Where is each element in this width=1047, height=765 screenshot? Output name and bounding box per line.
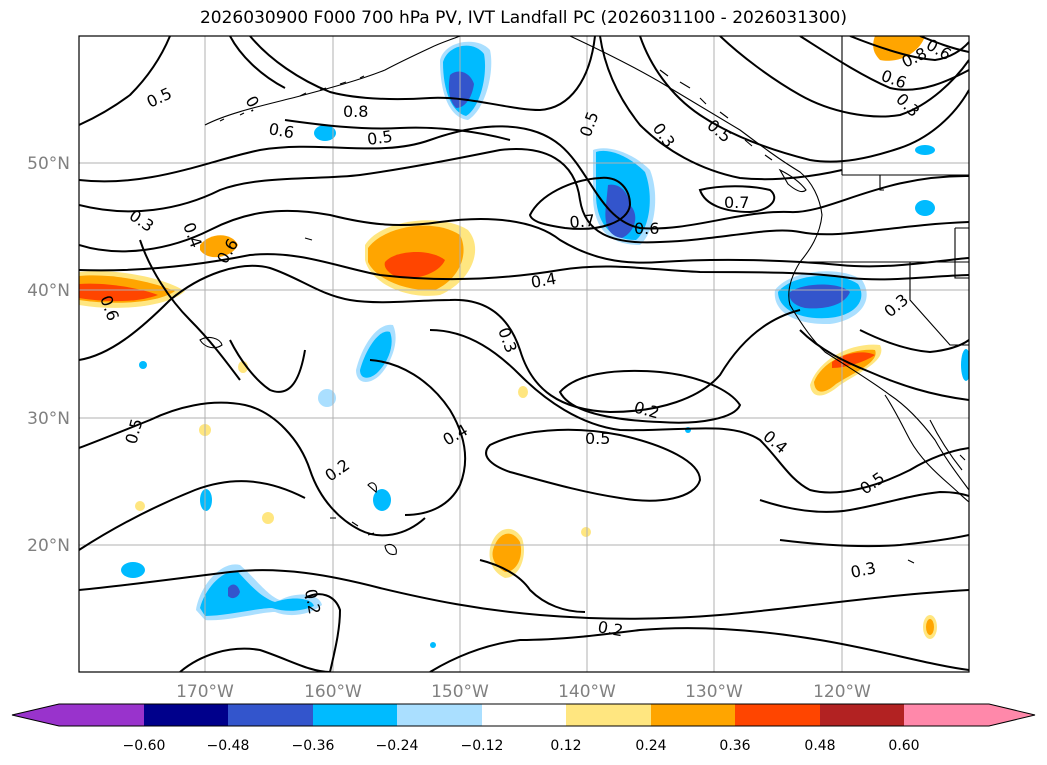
- contour-label: 0.5: [366, 127, 394, 149]
- positive-anomaly-top-right: [873, 36, 925, 61]
- colorbar-tick: −0.60: [123, 738, 166, 754]
- colorbar-bin: [735, 704, 820, 726]
- negative-anomaly-southwest: [196, 564, 322, 621]
- contour-label: 0.6: [267, 119, 295, 142]
- colorbar-tick: 0.24: [635, 738, 666, 754]
- colorbar-bin: [397, 704, 482, 726]
- colorbar-tick: −0.12: [461, 738, 504, 754]
- lat-label: 40°N: [27, 281, 70, 301]
- contour-label: 0.7: [724, 193, 749, 212]
- lon-label: 160°W: [304, 682, 362, 702]
- longitude-axis: 170°W 160°W 150°W 140°W 130°W 120°W: [176, 682, 871, 702]
- colorbar-bin: [482, 704, 566, 726]
- lon-label: 170°W: [176, 682, 234, 702]
- negative-anomaly-hawaii-north: [356, 324, 396, 382]
- contour-label: 0.3: [849, 558, 878, 582]
- lon-label: 150°W: [431, 682, 489, 702]
- pv-contours: [79, 36, 969, 672]
- colorbar-tick: 0.60: [888, 738, 919, 754]
- contour-label: 0.2: [301, 587, 324, 615]
- latitude-axis: 50°N 40°N 30°N 20°N: [27, 154, 70, 556]
- colorbar-bin: [904, 704, 989, 726]
- colorbar: −0.60 −0.48 −0.36 −0.24 −0.12 0.12 0.24 …: [11, 703, 1036, 754]
- lon-label: 140°W: [558, 682, 616, 702]
- lat-label: 50°N: [27, 154, 70, 174]
- colorbar-bin: [313, 704, 397, 726]
- colorbar-tick: 0.48: [804, 738, 835, 754]
- lat-label: 30°N: [27, 409, 70, 429]
- colorbar-tick: −0.24: [376, 738, 419, 754]
- colorbar-bin: [144, 704, 228, 726]
- contour-label: 0.6: [634, 219, 659, 238]
- negative-anomaly-north-central: [440, 41, 492, 120]
- coastlines: [199, 36, 969, 564]
- colorbar-tick: 0.12: [550, 738, 581, 754]
- map-frame: [78, 35, 970, 673]
- contour-label: 0.8: [343, 102, 368, 121]
- lon-label: 120°W: [813, 682, 871, 702]
- colorbar-tick: 0.36: [719, 738, 750, 754]
- colorbar-bin: [59, 704, 144, 726]
- colorbar-outline: [11, 703, 1036, 727]
- graticule: [79, 36, 969, 672]
- map-title: 2026030900 F000 700 hPa PV, IVT Landfall…: [199, 8, 847, 28]
- colorbar-tick: −0.48: [207, 738, 250, 754]
- colorbar-bin: [820, 704, 904, 726]
- contour-label: 0.2: [596, 617, 624, 640]
- colorbar-bin: [228, 704, 313, 726]
- contour-label: 0.4: [529, 269, 557, 292]
- positive-anomaly-california: [810, 344, 882, 396]
- positive-anomaly-44n-167w: [200, 235, 238, 258]
- colorbar-bin: [651, 704, 735, 726]
- colorbar-bin: [989, 704, 1035, 726]
- contour-label: 0.5: [585, 429, 610, 448]
- lat-label: 20°N: [27, 536, 70, 556]
- colorbar-tick: −0.36: [292, 738, 335, 754]
- colorbar-bin: [12, 704, 59, 726]
- lon-label: 130°W: [685, 682, 743, 702]
- contour-label: 0.7: [569, 211, 596, 232]
- colorbar-bin: [566, 704, 651, 726]
